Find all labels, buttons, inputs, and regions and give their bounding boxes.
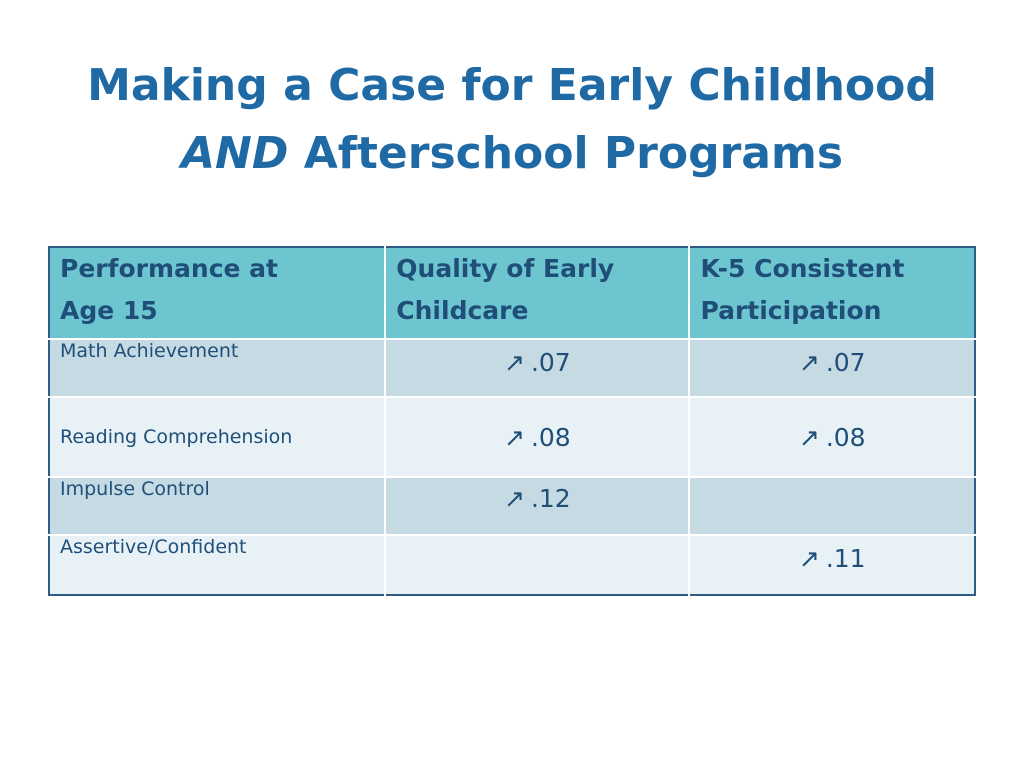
title-line-2-rest: Afterschool Programs bbox=[288, 128, 844, 179]
header-line: Quality of Early bbox=[396, 254, 615, 283]
arrow-up-right-icon: ↗ bbox=[798, 544, 820, 573]
header-early-childcare: Quality of Early Childcare bbox=[385, 247, 691, 340]
cell-value: .12 bbox=[530, 484, 571, 513]
cell-value: .08 bbox=[825, 422, 866, 452]
arrow-up-right-icon: ↗ bbox=[798, 422, 820, 452]
table-header-row: Performance at Age 15 Quality of Early C… bbox=[49, 247, 975, 340]
row-label: Impulse Control bbox=[49, 477, 387, 536]
cell-early-childcare: ↗ .12 bbox=[385, 477, 691, 536]
table-row: Reading Comprehension ↗ .08 ↗ .08 bbox=[49, 397, 975, 478]
table-row: Math Achievement ↗ .07 ↗ .07 bbox=[49, 339, 975, 398]
cell-early-childcare: ↗ .08 bbox=[385, 397, 691, 478]
arrow-up-right-icon: ↗ bbox=[504, 348, 525, 377]
cell-k5-participation: ↗ .11 bbox=[689, 535, 975, 595]
cell-k5-participation bbox=[689, 477, 975, 536]
slide-title: Making a Case for Early Childhood AND Af… bbox=[0, 52, 1024, 188]
table-row: Assertive/Confident ↗ .11 bbox=[49, 535, 975, 595]
header-performance: Performance at Age 15 bbox=[49, 247, 387, 340]
cell-k5-participation: ↗ .07 bbox=[689, 339, 975, 398]
row-label: Reading Comprehension bbox=[49, 397, 387, 478]
cell-early-childcare: ↗ .07 bbox=[385, 339, 691, 398]
row-label: Assertive/Confident bbox=[49, 535, 387, 595]
row-label: Math Achievement bbox=[49, 339, 387, 398]
arrow-up-right-icon: ↗ bbox=[504, 422, 525, 452]
table-row: Impulse Control ↗ .12 bbox=[49, 477, 975, 536]
header-line: Age 15 bbox=[60, 296, 158, 325]
cell-value: .07 bbox=[530, 348, 571, 377]
header-line: Performance at bbox=[60, 254, 279, 283]
title-emphasis: AND bbox=[180, 128, 289, 179]
arrow-up-right-icon: ↗ bbox=[798, 348, 820, 377]
title-line-2: AND Afterschool Programs bbox=[0, 120, 1024, 188]
header-line: Childcare bbox=[396, 296, 529, 325]
cell-k5-participation: ↗ .08 bbox=[689, 397, 975, 478]
header-k5-participation: K-5 Consistent Participation bbox=[689, 247, 975, 340]
arrow-up-right-icon: ↗ bbox=[504, 484, 525, 513]
title-line-1: Making a Case for Early Childhood bbox=[87, 60, 937, 111]
header-line: K-5 Consistent bbox=[700, 254, 905, 283]
cell-value: .11 bbox=[825, 544, 866, 573]
cell-early-childcare bbox=[385, 535, 691, 595]
cell-value: .07 bbox=[825, 348, 866, 377]
results-table: Performance at Age 15 Quality of Early C… bbox=[48, 246, 976, 596]
header-line: Participation bbox=[700, 296, 882, 325]
cell-value: .08 bbox=[530, 422, 571, 452]
